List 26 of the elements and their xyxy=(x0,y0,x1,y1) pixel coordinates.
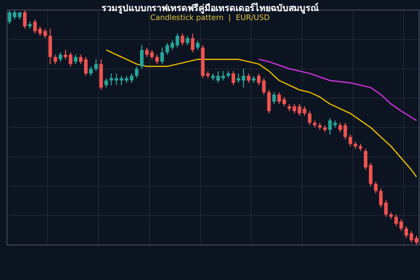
candlestick xyxy=(155,54,159,65)
candlestick xyxy=(180,33,184,46)
candlestick xyxy=(272,92,276,104)
candlestick xyxy=(23,10,27,30)
candlestick xyxy=(89,66,93,76)
candlestick xyxy=(246,72,250,84)
candlestick xyxy=(302,106,306,116)
candlestick xyxy=(134,66,138,79)
candlestick xyxy=(140,44,144,70)
candlestick xyxy=(190,33,194,53)
candlestick xyxy=(74,54,78,65)
candlestick xyxy=(94,58,98,72)
candlestick xyxy=(160,47,164,65)
candlestick xyxy=(54,54,58,65)
candlestick xyxy=(232,70,236,86)
candlestick xyxy=(374,181,378,194)
candlestick xyxy=(186,35,190,46)
candlestick xyxy=(267,89,271,114)
candlestick xyxy=(48,28,52,65)
candlestick xyxy=(196,40,200,50)
candlestick xyxy=(308,110,312,126)
candlestick xyxy=(348,134,352,147)
candlestick xyxy=(104,78,108,88)
candlestick xyxy=(99,58,103,90)
candlestick xyxy=(58,52,62,62)
chart-title: รวมรูปแบบกราฟเทรดฟรีคู่มือเทรดเดอร์ไทยฉบับสมบูรณ์ xyxy=(100,2,320,14)
